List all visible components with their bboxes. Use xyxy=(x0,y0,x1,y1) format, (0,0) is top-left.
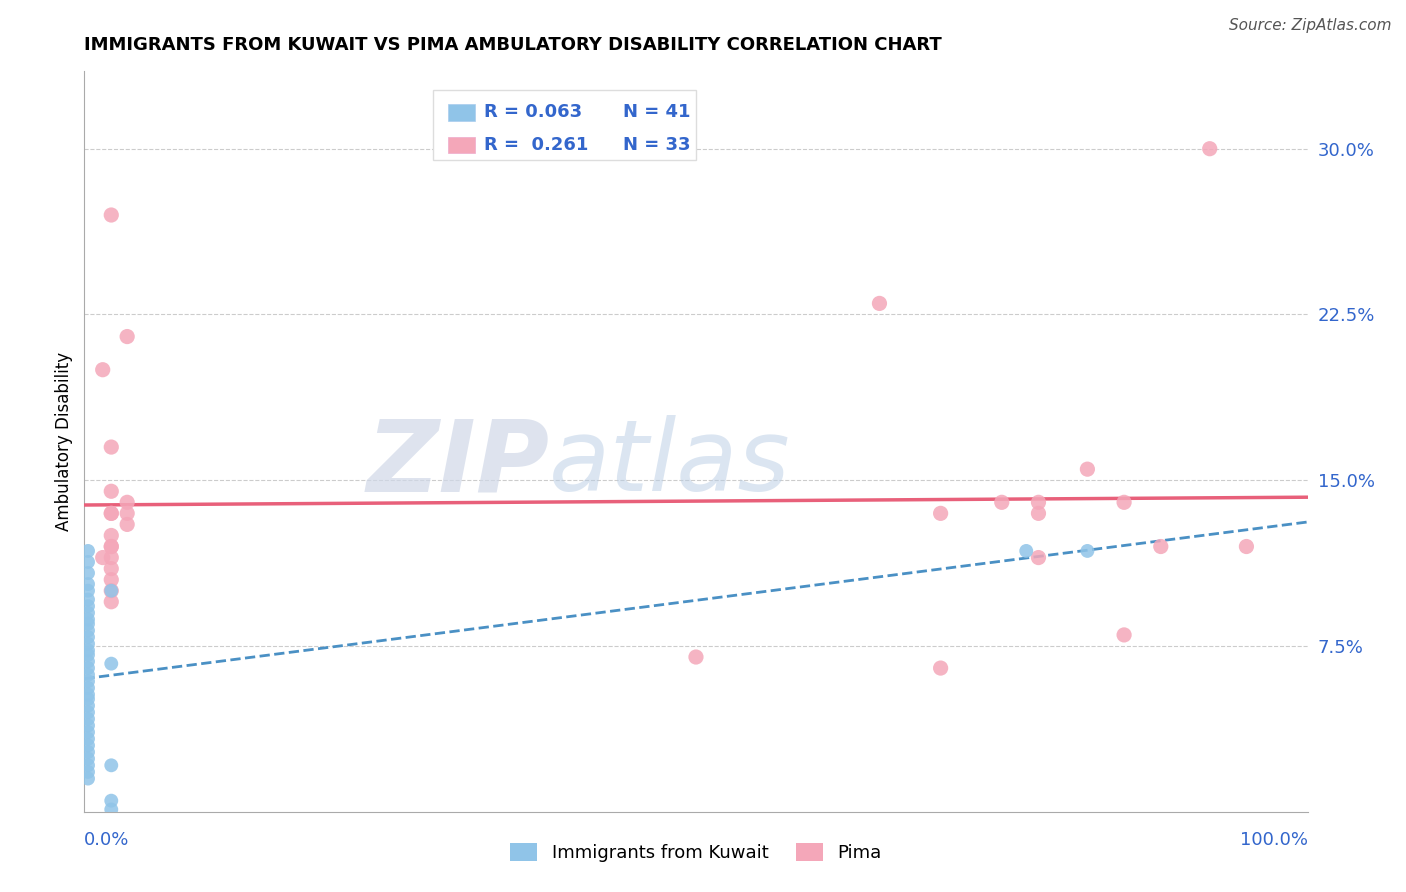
Point xyxy=(77,648,100,662)
Point xyxy=(77,745,100,759)
Text: IMMIGRANTS FROM KUWAIT VS PIMA AMBULATORY DISABILITY CORRELATION CHART: IMMIGRANTS FROM KUWAIT VS PIMA AMBULATOR… xyxy=(84,36,942,54)
Point xyxy=(77,752,100,766)
Point xyxy=(77,544,100,558)
Point xyxy=(100,561,122,575)
Text: R = 0.063: R = 0.063 xyxy=(484,103,582,121)
Point xyxy=(100,583,122,598)
Point xyxy=(77,772,100,786)
Point xyxy=(77,698,100,713)
Y-axis label: Ambulatory Disability: Ambulatory Disability xyxy=(55,352,73,531)
Point xyxy=(77,764,100,779)
Point xyxy=(115,329,138,343)
Text: atlas: atlas xyxy=(550,416,790,512)
Point xyxy=(100,440,122,454)
Point xyxy=(77,758,100,772)
Text: Source: ZipAtlas.com: Source: ZipAtlas.com xyxy=(1229,18,1392,33)
Point xyxy=(77,606,100,620)
Point xyxy=(77,718,100,732)
Point xyxy=(77,616,100,631)
Point xyxy=(685,650,707,665)
Point xyxy=(77,674,100,689)
Point xyxy=(1076,544,1098,558)
Point xyxy=(100,507,122,521)
Point xyxy=(1028,495,1050,509)
Text: N = 41: N = 41 xyxy=(623,103,690,121)
Point xyxy=(100,550,122,565)
Point xyxy=(77,577,100,591)
Text: 0.0%: 0.0% xyxy=(84,831,129,849)
Point xyxy=(77,555,100,569)
Point xyxy=(100,803,122,817)
Point xyxy=(100,540,122,554)
Point xyxy=(869,296,891,310)
FancyBboxPatch shape xyxy=(433,90,696,161)
Point xyxy=(77,681,100,695)
Point xyxy=(115,517,138,532)
Point xyxy=(991,495,1014,509)
Point xyxy=(77,667,100,681)
Point xyxy=(100,573,122,587)
Point xyxy=(77,661,100,675)
Point xyxy=(100,758,122,772)
Text: R =  0.261: R = 0.261 xyxy=(484,136,589,153)
Point xyxy=(77,655,100,669)
Point xyxy=(100,794,122,808)
Point xyxy=(77,643,100,657)
Point xyxy=(1114,628,1136,642)
Point xyxy=(77,688,100,702)
Point xyxy=(77,706,100,720)
Point xyxy=(1015,544,1038,558)
Point xyxy=(1236,540,1258,554)
Point xyxy=(100,528,122,542)
Point xyxy=(100,484,122,499)
FancyBboxPatch shape xyxy=(447,136,475,153)
Point xyxy=(77,592,100,607)
Text: 100.0%: 100.0% xyxy=(1240,831,1308,849)
Point xyxy=(77,692,100,706)
Point xyxy=(115,495,138,509)
Point xyxy=(100,507,122,521)
Point xyxy=(77,624,100,638)
Point xyxy=(1198,142,1220,156)
Point xyxy=(91,550,114,565)
Point xyxy=(77,725,100,739)
Text: N = 33: N = 33 xyxy=(623,136,690,153)
Point xyxy=(115,507,138,521)
Point xyxy=(77,630,100,644)
Legend: Immigrants from Kuwait, Pima: Immigrants from Kuwait, Pima xyxy=(503,836,889,870)
Point xyxy=(1028,550,1050,565)
Point xyxy=(77,583,100,598)
FancyBboxPatch shape xyxy=(447,104,475,120)
Point xyxy=(77,731,100,746)
Point xyxy=(100,657,122,671)
Point xyxy=(100,583,122,598)
Point xyxy=(91,362,114,376)
Point xyxy=(1150,540,1173,554)
Point xyxy=(100,540,122,554)
Point xyxy=(1028,507,1050,521)
Point xyxy=(77,566,100,580)
Text: ZIP: ZIP xyxy=(366,416,550,512)
Point xyxy=(929,507,952,521)
Point xyxy=(77,712,100,726)
Point xyxy=(929,661,952,675)
Point xyxy=(77,637,100,651)
Point xyxy=(1114,495,1136,509)
Point xyxy=(100,595,122,609)
Point xyxy=(1076,462,1098,476)
Point xyxy=(77,599,100,614)
Point xyxy=(77,612,100,626)
Point xyxy=(100,208,122,222)
Point xyxy=(77,739,100,753)
